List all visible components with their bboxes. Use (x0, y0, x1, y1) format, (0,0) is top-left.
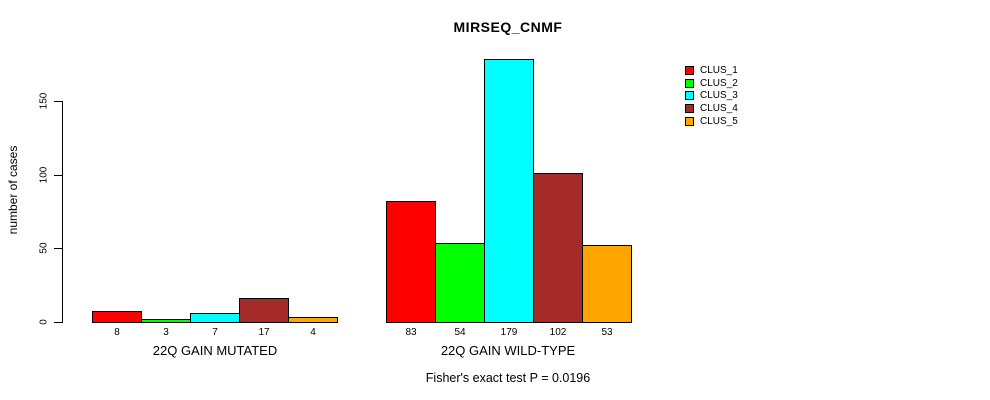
legend-label: CLUS_4 (700, 102, 738, 114)
legend-label: CLUS_2 (700, 77, 738, 89)
y-tick-mark (54, 174, 62, 176)
bar-CLUS_2 (141, 319, 191, 323)
y-tick-label: 50 (38, 242, 50, 254)
bar-value-label: 17 (258, 327, 270, 338)
bar-CLUS_3 (190, 313, 240, 323)
y-axis-line (62, 101, 63, 323)
y-tick-label: 100 (38, 166, 50, 183)
legend-label: CLUS_5 (700, 115, 738, 127)
y-tick-label: 0 (38, 319, 50, 325)
legend-swatch-icon (685, 103, 694, 113)
bar-value-label: 102 (549, 327, 567, 338)
legend-row-CLUS_1: CLUS_1 (685, 64, 738, 77)
bar-CLUS_5 (288, 317, 338, 323)
legend-swatch-icon (685, 116, 694, 126)
bar-value-label: 54 (454, 327, 466, 338)
bar-CLUS_4 (239, 298, 289, 323)
y-axis-label: number of cases (6, 145, 20, 235)
bar-value-label: 3 (163, 327, 169, 338)
bar-value-label: 8 (114, 327, 120, 338)
group-label-wildtype: 22Q GAIN WILD-TYPE (440, 343, 576, 358)
bar-CLUS_1 (386, 201, 436, 323)
y-tick-mark (54, 322, 62, 323)
bar-CLUS_4 (533, 173, 583, 323)
bar-CLUS_1 (92, 311, 142, 323)
legend-row-CLUS_5: CLUS_5 (685, 115, 738, 128)
bar-value-label: 4 (310, 327, 316, 338)
legend-row-CLUS_3: CLUS_3 (685, 89, 738, 102)
legend-swatch-icon (685, 78, 694, 88)
y-tick-mark (54, 101, 62, 102)
bar-CLUS_5 (582, 245, 632, 323)
bar-CLUS_3 (484, 59, 534, 323)
bar-value-label: 83 (405, 327, 417, 338)
legend: CLUS_1 CLUS_2 CLUS_3 CLUS_4 CLUS_5 (685, 64, 738, 127)
bar-value-label: 179 (500, 327, 518, 338)
legend-swatch-icon (685, 91, 694, 101)
legend-swatch-icon (685, 65, 694, 75)
y-tick-mark (54, 248, 62, 250)
y-tick-label: 150 (38, 92, 50, 110)
fisher-test-text: Fisher's exact test P = 0.0196 (425, 371, 591, 385)
bar-CLUS_2 (435, 243, 485, 323)
bar-value-label: 53 (601, 327, 613, 338)
group-label-mutated: 22Q GAIN MUTATED (152, 343, 278, 358)
legend-label: CLUS_1 (700, 64, 738, 76)
legend-label: CLUS_3 (700, 90, 738, 102)
legend-row-CLUS_4: CLUS_4 (685, 102, 738, 115)
legend-row-CLUS_2: CLUS_2 (685, 77, 738, 90)
chart-title: MIRSEQ_CNMF (453, 19, 563, 35)
bar-value-label: 7 (212, 327, 218, 338)
